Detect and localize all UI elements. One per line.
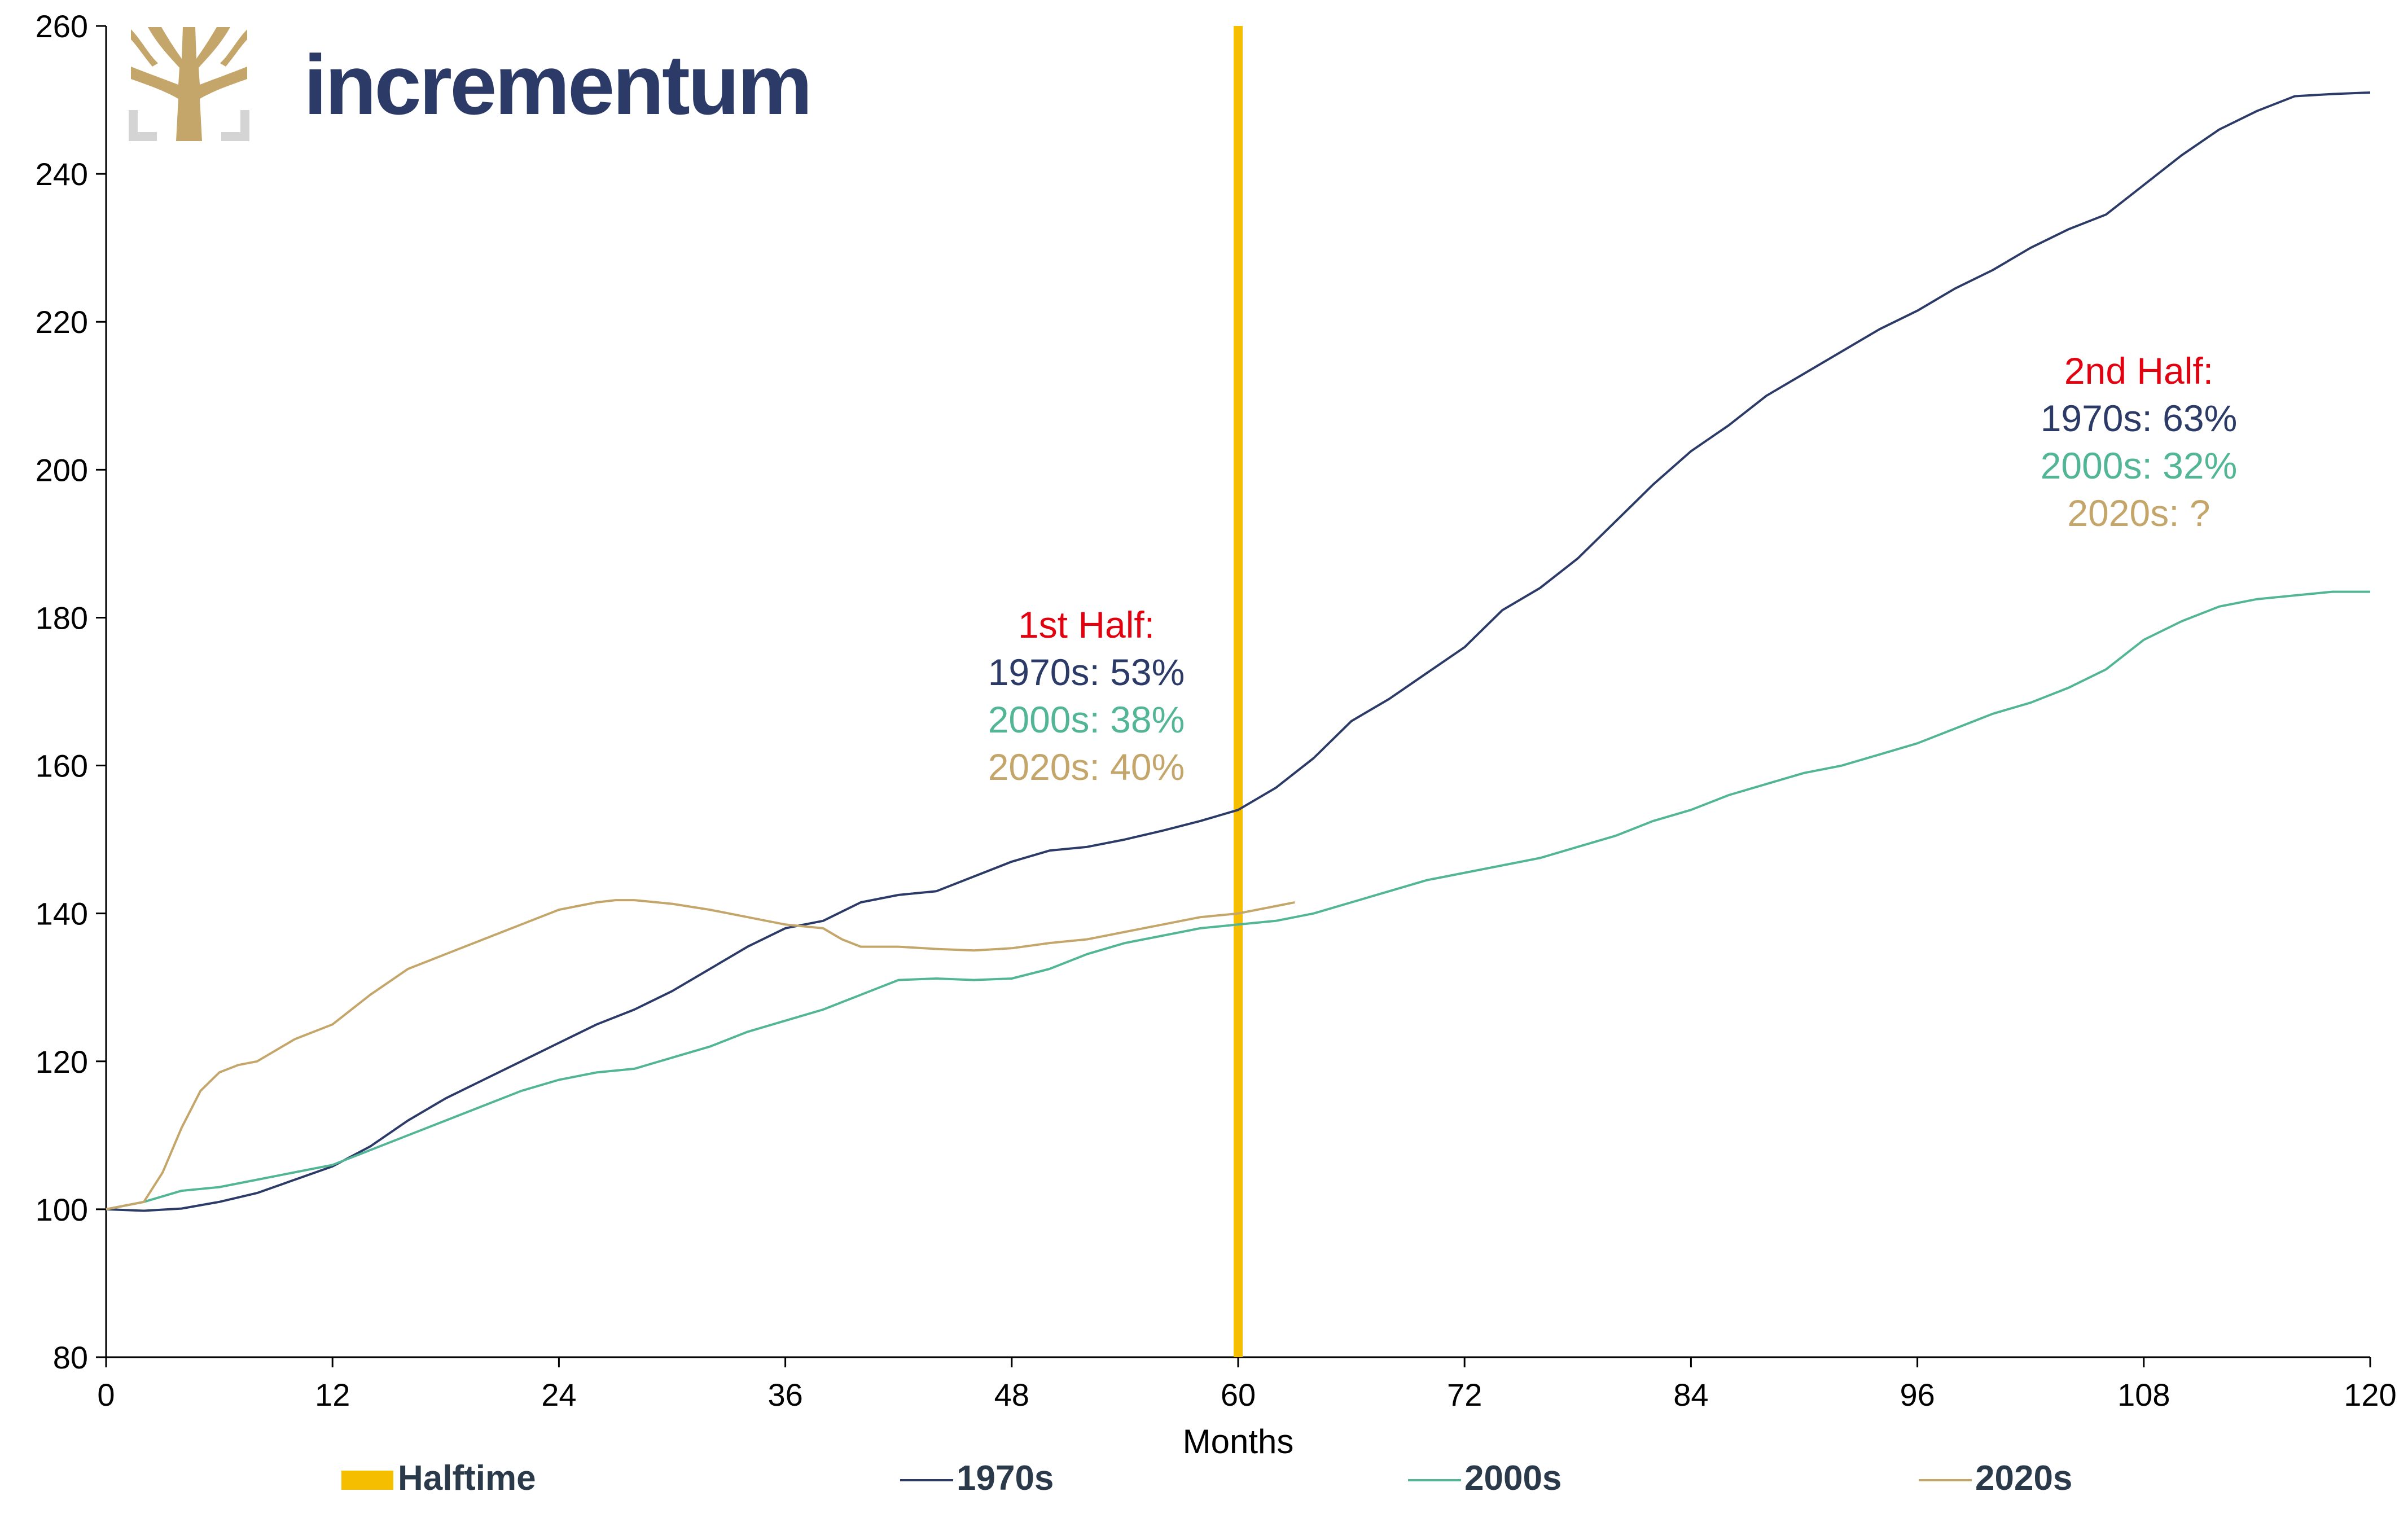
y-tick-label: 220 (36, 304, 88, 340)
y-tick-label: 80 (53, 1340, 88, 1375)
x-tick-label: 12 (315, 1377, 350, 1412)
y-tick-label: 120 (36, 1044, 88, 1080)
annotation-line: 2020s: 40% (988, 746, 1185, 788)
annotation-2: 2nd Half: 1970s: 63% 2000s: 32% 2020s: ? (2041, 350, 2238, 534)
annotation-line: 1970s: 63% (2041, 397, 2238, 439)
annotation-line: 2000s: 32% (2041, 445, 2238, 486)
x-axis-title: Months (1183, 1423, 1294, 1460)
x-tick-label: 48 (994, 1377, 1029, 1412)
legend-item-Halftime: Halftime (341, 1459, 536, 1498)
legend: Halftime 1970s 2000s 2020s (341, 1459, 2072, 1498)
annotation-line: 2000s: 38% (988, 699, 1185, 740)
annotation-line: 1970s: 53% (988, 651, 1185, 693)
x-tick-label: 24 (541, 1377, 576, 1412)
legend-label: 1970s (957, 1459, 1054, 1498)
legend-swatch (341, 1471, 393, 1490)
incrementum-logo: incrementum (129, 27, 813, 141)
x-tick-label: 60 (1221, 1377, 1256, 1412)
annotation-line: 2020s: ? (2067, 492, 2210, 534)
y-tick-label: 100 (36, 1192, 88, 1227)
legend-item-2000s: 2000s (1408, 1459, 1562, 1498)
x-tick-label: 36 (767, 1377, 802, 1412)
annotations: 1st Half: 1970s: 53% 2000s: 38% 2020s: 40% 2… (988, 350, 2238, 788)
y-tick-label: 260 (36, 8, 88, 44)
x-tick-label: 84 (1673, 1377, 1708, 1412)
y-tick-label: 160 (36, 748, 88, 784)
y-tick-label: 200 (36, 452, 88, 488)
tree-logo-icon (129, 27, 249, 141)
legend-label: 2000s (1464, 1459, 1562, 1498)
logo-text: incrementum (304, 37, 810, 132)
legend-item-1970s: 1970s (900, 1459, 1054, 1498)
legend-item-2020s: 2020s (1919, 1459, 2072, 1498)
legend-label: Halftime (398, 1459, 536, 1498)
x-tick-label: 108 (2117, 1377, 2170, 1412)
x-tick-label: 0 (97, 1377, 115, 1412)
series-line-2000s (106, 590, 2370, 1210)
annotation-line: 2nd Half: (2064, 350, 2213, 392)
annotation-line: 1st Half: (1018, 604, 1155, 646)
y-tick-label: 240 (36, 156, 88, 192)
annotation-1: 1st Half: 1970s: 53% 2000s: 38% 2020s: 40% (988, 604, 1185, 788)
x-tick-label: 96 (1900, 1377, 1935, 1412)
series-line-1970s (106, 91, 2371, 1212)
y-tick-label: 140 (36, 896, 88, 932)
y-tick-label: 180 (36, 600, 88, 635)
legend-label: 2020s (1975, 1459, 2072, 1498)
x-tick-label: 120 (2344, 1377, 2396, 1412)
plot-area: 80 100 120 140 160 180 200 220 240 260 0 12 24 36 48 60… (36, 8, 2397, 1460)
series-line-2020s (106, 899, 1295, 1210)
x-tick-label: 72 (1447, 1377, 1482, 1412)
